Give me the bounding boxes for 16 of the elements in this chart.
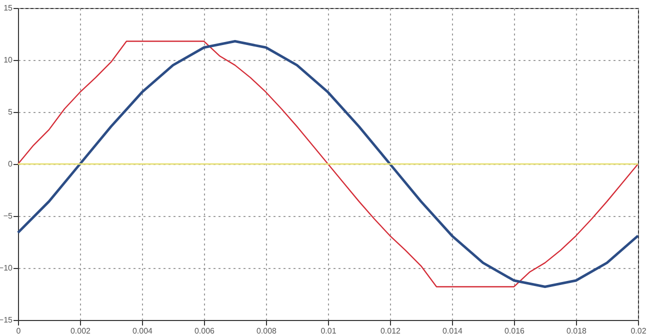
x-tick-label: 0.004: [132, 326, 154, 334]
y-tick-label: 0: [8, 160, 14, 168]
x-tick-label: 0.012: [380, 326, 402, 334]
y-tick-label: −5: [3, 212, 14, 220]
y-tick-label: 15: [4, 4, 14, 12]
y-tick-label: 10: [4, 56, 14, 64]
x-tick-label: 0.008: [256, 326, 278, 334]
x-tick-label: 0.014: [442, 326, 464, 334]
x-tick-label: 0.02: [630, 326, 647, 334]
x-tick-label: 0.006: [194, 326, 216, 334]
x-tick-label: 0.018: [566, 326, 588, 334]
x-tick-label: 0.01: [320, 326, 337, 334]
y-tick-label: 5: [8, 108, 14, 116]
x-tick-label: 0: [16, 326, 22, 334]
x-tick-label: 0.016: [504, 326, 526, 334]
x-tick-label: 0.002: [70, 326, 92, 334]
